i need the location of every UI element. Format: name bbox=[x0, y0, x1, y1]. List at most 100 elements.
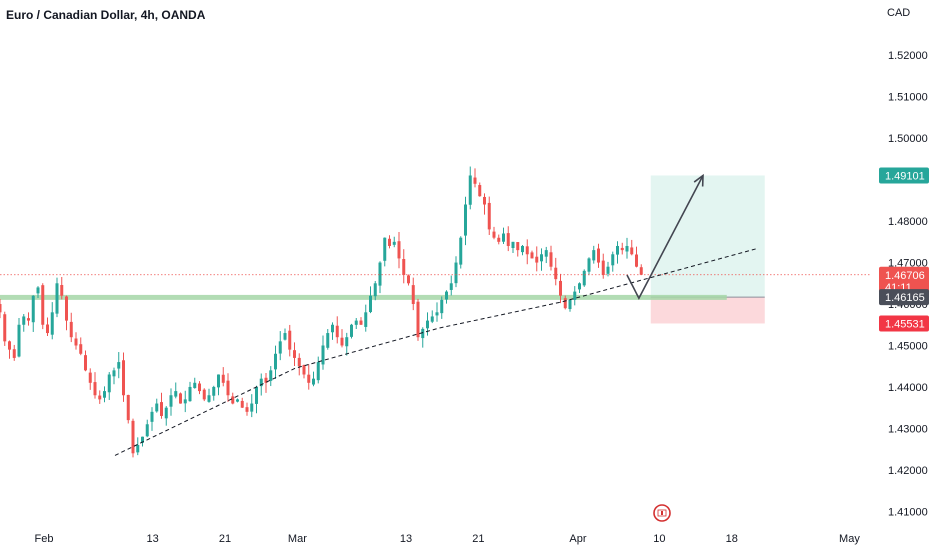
candle[interactable] bbox=[264, 373, 268, 393]
candle[interactable] bbox=[331, 322, 334, 340]
candle[interactable] bbox=[174, 382, 178, 399]
candle[interactable] bbox=[236, 398, 239, 403]
candle[interactable] bbox=[17, 317, 21, 358]
candle[interactable] bbox=[65, 295, 68, 331]
candle[interactable] bbox=[155, 398, 159, 413]
candle[interactable] bbox=[126, 394, 130, 424]
candle[interactable] bbox=[198, 381, 201, 395]
candle[interactable] bbox=[221, 367, 225, 387]
candle[interactable] bbox=[525, 239, 529, 265]
candle[interactable] bbox=[69, 312, 73, 343]
trendline[interactable] bbox=[114, 248, 756, 456]
candle[interactable] bbox=[383, 237, 387, 267]
candle[interactable] bbox=[164, 406, 168, 426]
candle[interactable] bbox=[421, 327, 425, 348]
candle[interactable] bbox=[160, 392, 163, 419]
candle[interactable] bbox=[559, 273, 562, 304]
canada-flag-icon[interactable] bbox=[653, 504, 671, 522]
candle[interactable] bbox=[179, 392, 182, 404]
candle[interactable] bbox=[502, 227, 505, 244]
candle[interactable] bbox=[373, 280, 377, 301]
candle[interactable] bbox=[316, 356, 320, 384]
candle[interactable] bbox=[93, 372, 97, 399]
candle[interactable] bbox=[592, 245, 596, 264]
candle[interactable] bbox=[521, 245, 524, 256]
candle[interactable] bbox=[183, 390, 187, 413]
candle[interactable] bbox=[478, 182, 482, 197]
candle[interactable] bbox=[302, 364, 306, 379]
candle[interactable] bbox=[459, 236, 463, 269]
candle[interactable] bbox=[407, 274, 410, 286]
candle[interactable] bbox=[269, 366, 273, 387]
candle[interactable] bbox=[449, 275, 453, 296]
candle[interactable] bbox=[473, 168, 477, 188]
candle[interactable] bbox=[188, 381, 192, 402]
candle[interactable] bbox=[202, 388, 206, 402]
candle[interactable] bbox=[122, 352, 125, 402]
candle[interactable] bbox=[364, 304, 368, 332]
candle[interactable] bbox=[31, 295, 35, 332]
candle[interactable] bbox=[169, 388, 173, 416]
candle[interactable] bbox=[468, 166, 472, 210]
candle[interactable] bbox=[511, 241, 515, 254]
candle[interactable] bbox=[402, 249, 406, 284]
candle[interactable] bbox=[611, 251, 615, 272]
candle[interactable] bbox=[492, 226, 496, 240]
candle[interactable] bbox=[3, 311, 7, 346]
candle[interactable] bbox=[350, 323, 353, 339]
candle[interactable] bbox=[0, 298, 2, 319]
candle[interactable] bbox=[549, 245, 553, 271]
candle[interactable] bbox=[150, 407, 154, 431]
candle[interactable] bbox=[335, 316, 339, 344]
candle[interactable] bbox=[440, 296, 444, 319]
candle[interactable] bbox=[46, 317, 49, 336]
candle[interactable] bbox=[131, 418, 135, 458]
candle[interactable] bbox=[378, 261, 382, 294]
candle[interactable] bbox=[312, 371, 315, 387]
candle[interactable] bbox=[193, 377, 197, 389]
candle[interactable] bbox=[354, 318, 358, 329]
candle[interactable] bbox=[27, 312, 30, 326]
candle[interactable] bbox=[60, 277, 64, 300]
candle[interactable] bbox=[639, 264, 643, 275]
candle[interactable] bbox=[544, 246, 548, 264]
candle[interactable] bbox=[497, 234, 501, 245]
candle[interactable] bbox=[226, 373, 230, 402]
candle[interactable] bbox=[487, 196, 491, 235]
candle[interactable] bbox=[516, 241, 520, 257]
candle[interactable] bbox=[573, 286, 577, 306]
candle[interactable] bbox=[117, 352, 121, 379]
candle[interactable] bbox=[283, 328, 287, 341]
candle[interactable] bbox=[293, 342, 296, 367]
candle[interactable] bbox=[445, 290, 448, 304]
candle[interactable] bbox=[84, 350, 87, 372]
candle[interactable] bbox=[321, 335, 325, 370]
candle[interactable] bbox=[55, 277, 59, 318]
candle[interactable] bbox=[207, 388, 211, 403]
candle[interactable] bbox=[430, 310, 434, 324]
candle[interactable] bbox=[288, 324, 292, 357]
candle[interactable] bbox=[454, 256, 458, 288]
candle[interactable] bbox=[112, 367, 116, 385]
candle[interactable] bbox=[297, 353, 301, 376]
candle[interactable] bbox=[245, 402, 249, 416]
candle[interactable] bbox=[326, 329, 330, 350]
candle[interactable] bbox=[145, 419, 149, 438]
candle[interactable] bbox=[616, 241, 619, 264]
projection-path[interactable] bbox=[626, 175, 704, 300]
candle[interactable] bbox=[435, 302, 439, 322]
candle[interactable] bbox=[630, 239, 634, 256]
candle[interactable] bbox=[606, 261, 610, 277]
candle[interactable] bbox=[563, 295, 567, 310]
candle[interactable] bbox=[98, 390, 102, 404]
candle[interactable] bbox=[79, 337, 83, 356]
candle[interactable] bbox=[397, 231, 401, 269]
candle[interactable] bbox=[568, 299, 572, 312]
candle[interactable] bbox=[340, 329, 344, 348]
candle[interactable] bbox=[88, 368, 92, 390]
candle[interactable] bbox=[597, 243, 600, 268]
candle[interactable] bbox=[620, 242, 624, 255]
long-position-loss-zone[interactable] bbox=[650, 297, 765, 324]
candle[interactable] bbox=[255, 385, 258, 414]
candle[interactable] bbox=[50, 302, 54, 340]
